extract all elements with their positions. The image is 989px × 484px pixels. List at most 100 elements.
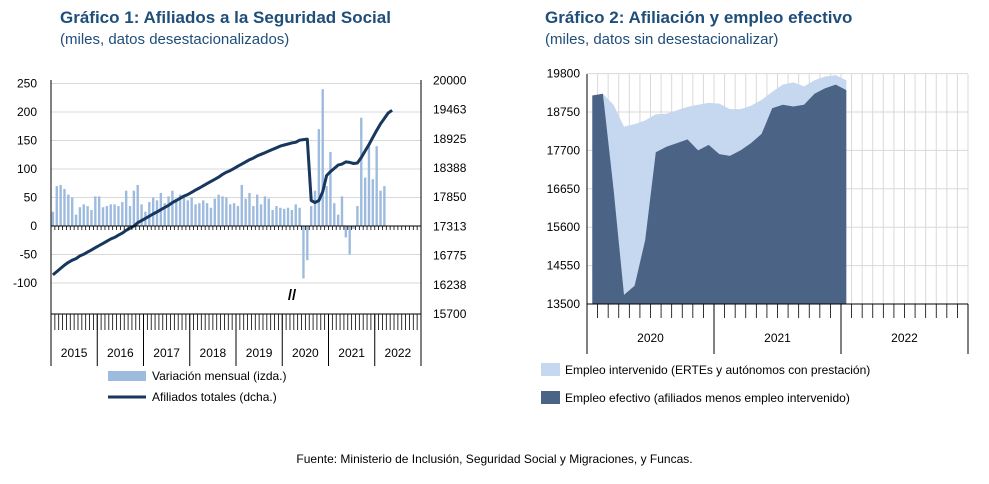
monthly-change-bar [117, 206, 120, 226]
chart1-year-label: 2016 [107, 346, 134, 360]
chart1-left-tick-label: 200 [17, 105, 37, 119]
chart1-legend: Variación mensual (izda.) Afiliados tota… [108, 369, 287, 404]
chart2-y-tick-label: 13500 [547, 297, 581, 311]
monthly-change-bar [175, 198, 178, 226]
chart1-right-tick-label: 17313 [433, 219, 467, 233]
monthly-change-bar [190, 197, 193, 226]
chart1-right-ticks: 20000 19463 18925 18388 17850 17313 16775 16238… [433, 73, 467, 321]
monthly-change-bar [124, 190, 128, 226]
monthly-change-bar [252, 206, 255, 226]
chart2-year-label: 2020 [637, 331, 664, 345]
monthly-change-bar [356, 206, 359, 226]
monthly-change-bar [344, 226, 348, 238]
monthly-change-bar [248, 192, 251, 226]
legend-line-label: Afiliados totales (dcha.) [152, 390, 277, 404]
monthly-change-bar [82, 204, 85, 226]
chart1-year-label: 2015 [61, 346, 88, 360]
monthly-change-bar [55, 186, 58, 226]
monthly-change-bar [90, 210, 93, 226]
chart1-line-layer [51, 109, 393, 277]
monthly-change-bar [213, 198, 216, 226]
monthly-change-bar [333, 203, 336, 226]
monthly-change-bar [232, 203, 236, 226]
monthly-change-bar [74, 214, 78, 226]
monthly-change-bar [78, 207, 82, 226]
monthly-change-bar [348, 226, 351, 255]
monthly-change-bar [383, 186, 386, 226]
chart1-left-tick-label: 100 [17, 162, 37, 176]
chart1-right-tick-label: 18925 [433, 132, 467, 146]
monthly-change-bar [360, 117, 363, 226]
monthly-change-bar [59, 184, 62, 226]
monthly-change-bar [279, 207, 282, 226]
chart1-right-tick-label: 16775 [433, 249, 467, 263]
monthly-change-bar [97, 196, 101, 226]
chart1-bars [51, 89, 386, 304]
chart2-axes [586, 74, 969, 354]
monthly-change-bar [217, 194, 220, 226]
chart2-x-labels: 2020 2021 2022 [637, 331, 918, 345]
chart1-left-tick-label: 150 [17, 134, 37, 148]
monthly-change-bar [325, 186, 328, 226]
chart1-left-tick-label: 50 [24, 191, 38, 205]
monthly-change-bar [306, 226, 309, 261]
chart2-y-tick-label: 19800 [547, 67, 581, 81]
monthly-change-bar [282, 208, 286, 226]
source-note: Fuente: Ministerio de Inclusión, Segurid… [296, 452, 693, 466]
monthly-change-bar [259, 204, 263, 226]
effective-employment-area [592, 84, 847, 304]
monthly-change-bar [267, 198, 270, 226]
total-affiliates-line [51, 109, 393, 277]
chart2-year-label: 2021 [764, 331, 791, 345]
monthly-change-bar [221, 196, 224, 226]
monthly-change-bar [113, 204, 116, 226]
monthly-change-bar [309, 206, 313, 226]
chart2-y-ticks: 19800 18750 17700 16650 15600 14550 13500 [547, 67, 581, 311]
monthly-change-bar [317, 129, 321, 226]
monthly-change-bar [225, 197, 228, 226]
monthly-change-bar [244, 198, 247, 226]
chart1-year-label: 2021 [338, 346, 365, 360]
chart1-left-ticks: 250 200 150 100 50 0 -50 -100 [13, 77, 37, 291]
monthly-change-bar [178, 194, 182, 226]
monthly-change-bar [275, 206, 278, 226]
chart1-subtitle: (miles, datos desestacionalizados) [60, 31, 290, 48]
chart2-y-tick-label: 14550 [547, 259, 581, 273]
chart1-left-tick-label: -50 [20, 248, 38, 262]
monthly-change-bar [302, 226, 305, 279]
axis-break-gap [280, 286, 306, 304]
chart1-right-tick-label: 17850 [433, 190, 467, 204]
monthly-change-bar [182, 196, 186, 226]
legend-bars-swatch [108, 371, 146, 381]
monthly-change-bar [86, 206, 89, 226]
monthly-change-bar [151, 197, 155, 226]
monthly-change-bar [298, 207, 301, 226]
monthly-change-bar [375, 146, 378, 226]
chart1-year-label: 2022 [385, 346, 412, 360]
monthly-change-bar [340, 196, 344, 226]
monthly-change-bar [140, 204, 143, 226]
chart2-y-tick-label: 18750 [547, 105, 581, 119]
legend-efectivo-swatch [541, 391, 560, 404]
monthly-change-bar [148, 202, 151, 226]
chart1-year-label: 2017 [153, 346, 180, 360]
monthly-change-bar [313, 190, 317, 226]
monthly-change-bar [198, 203, 201, 226]
monthly-change-bar [290, 210, 294, 226]
monthly-change-bar [271, 210, 274, 226]
monthly-change-bar [329, 151, 332, 226]
monthly-change-bar [186, 200, 190, 226]
chart1-right-tick-label: 18388 [433, 161, 467, 175]
chart2-y-tick-label: 16650 [547, 182, 581, 196]
legend-intervenido-label: Empleo intervenido (ERTEs y autónomos co… [565, 363, 870, 377]
monthly-change-bar [336, 214, 340, 226]
legend-efectivo-label: Empleo efectivo (afiliados menos empleo … [565, 391, 850, 405]
monthly-change-bar [205, 203, 209, 226]
monthly-change-bar [51, 211, 55, 226]
chart1-year-label: 2019 [246, 346, 273, 360]
chart2-y-tick-label: 15600 [547, 220, 581, 234]
monthly-change-bar [294, 204, 297, 226]
monthly-change-bar [67, 194, 70, 226]
chart2-y-tick-label: 17700 [547, 143, 581, 157]
